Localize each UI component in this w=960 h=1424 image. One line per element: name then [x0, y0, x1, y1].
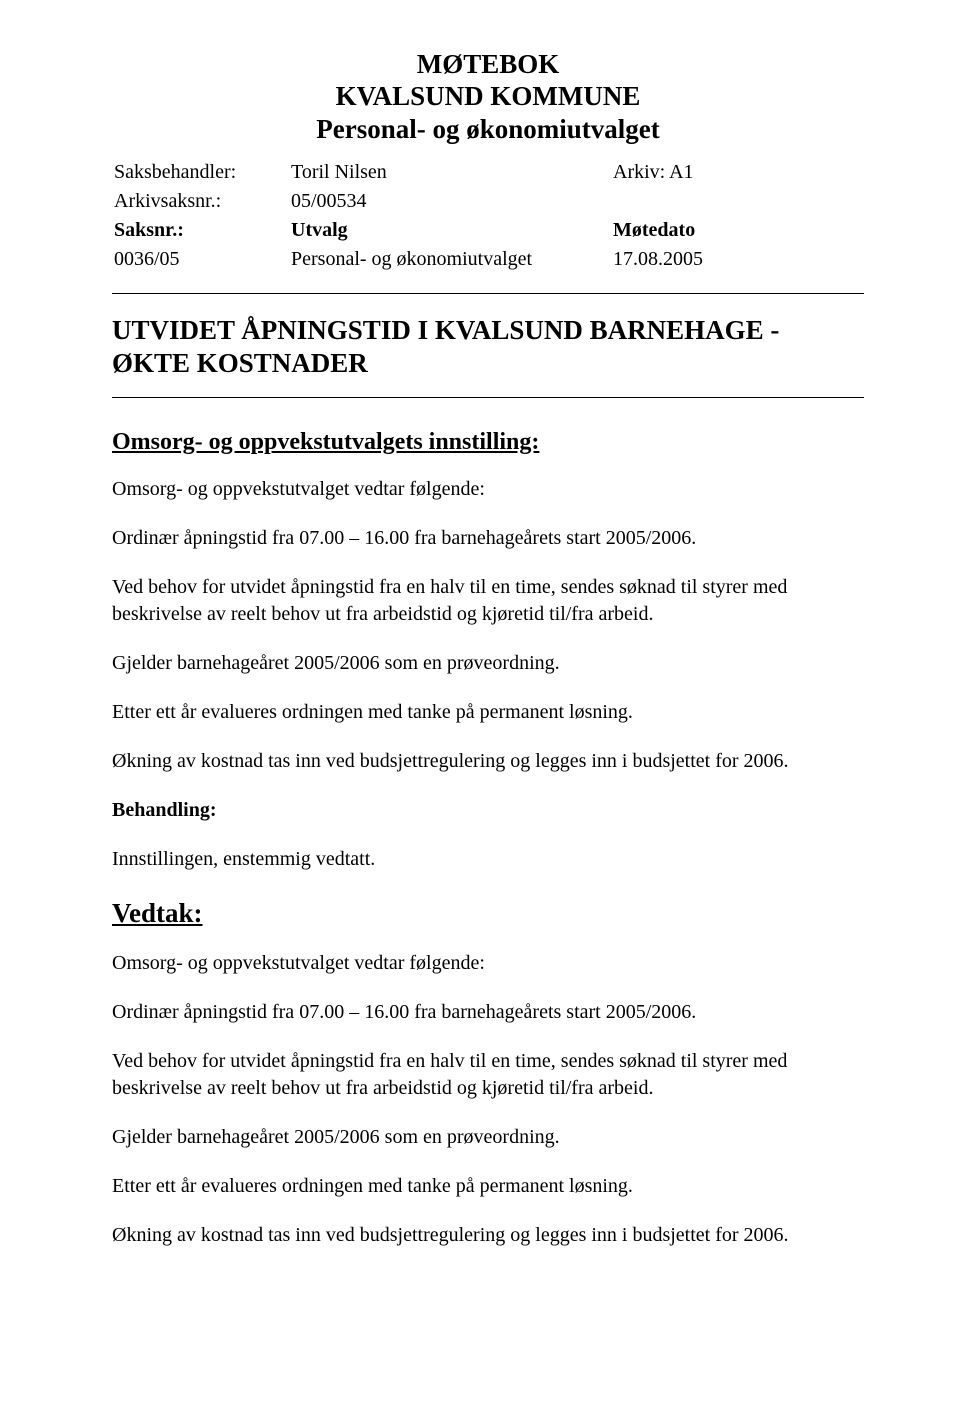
value-arkivsaksnr: 05/00534	[291, 188, 611, 215]
value-saksnr: 0036/05	[114, 246, 289, 273]
divider	[112, 293, 864, 294]
vedtak-paragraph: Gjelder barnehageåret 2005/2006 som en p…	[112, 1124, 864, 1151]
vedtak-paragraph: Etter ett år evalueres ordningen med tan…	[112, 1173, 864, 1200]
label-saksbehandler: Saksbehandler:	[114, 159, 289, 186]
divider	[112, 397, 864, 398]
value-utvalg: Personal- og økonomiutvalget	[291, 246, 611, 273]
vedtak-paragraph: Ordinær åpningstid fra 07.00 – 16.00 fra…	[112, 999, 864, 1026]
innstilling-paragraph: Økning av kostnad tas inn ved budsjettre…	[112, 748, 864, 775]
label-saksnr: Saksnr.:	[114, 217, 289, 244]
innstilling-paragraph: Ved behov for utvidet åpningstid fra en …	[112, 574, 864, 628]
header-line-1: MØTEBOK	[112, 48, 864, 80]
behandling-text: Innstillingen, enstemmig vedtatt.	[112, 846, 864, 873]
innstilling-paragraph: Omsorg- og oppvekstutvalget vedtar følge…	[112, 476, 864, 503]
behandling-label: Behandling:	[112, 797, 864, 824]
value-saksbehandler: Toril Nilsen	[291, 159, 611, 186]
header-line-3: Personal- og økonomiutvalget	[112, 113, 864, 145]
document-header: MØTEBOK KVALSUND KOMMUNE Personal- og øk…	[112, 48, 864, 145]
innstilling-paragraph: Gjelder barnehageåret 2005/2006 som en p…	[112, 650, 864, 677]
innstilling-heading: Omsorg- og oppvekstutvalgets innstilling…	[112, 426, 864, 458]
case-metadata: Saksbehandler: Toril Nilsen Arkiv: A1 Ar…	[112, 157, 705, 275]
label-utvalg: Utvalg	[291, 217, 611, 244]
innstilling-paragraph: Etter ett år evalueres ordningen med tan…	[112, 699, 864, 726]
value-motedato: 17.08.2005	[613, 246, 703, 273]
label-arkivsaksnr: Arkivsaksnr.:	[114, 188, 289, 215]
vedtak-heading: Vedtak:	[112, 895, 864, 931]
vedtak-paragraph: Omsorg- og oppvekstutvalget vedtar følge…	[112, 950, 864, 977]
innstilling-paragraph: Ordinær åpningstid fra 07.00 – 16.00 fra…	[112, 525, 864, 552]
case-title: UTVIDET ÅPNINGSTID I KVALSUND BARNEHAGE …	[112, 314, 864, 379]
label-motedato: Møtedato	[613, 217, 703, 244]
vedtak-paragraph: Ved behov for utvidet åpningstid fra en …	[112, 1048, 864, 1102]
header-line-2: KVALSUND KOMMUNE	[112, 80, 864, 112]
label-arkiv: Arkiv: A1	[613, 159, 703, 186]
vedtak-paragraph: Økning av kostnad tas inn ved budsjettre…	[112, 1222, 864, 1249]
